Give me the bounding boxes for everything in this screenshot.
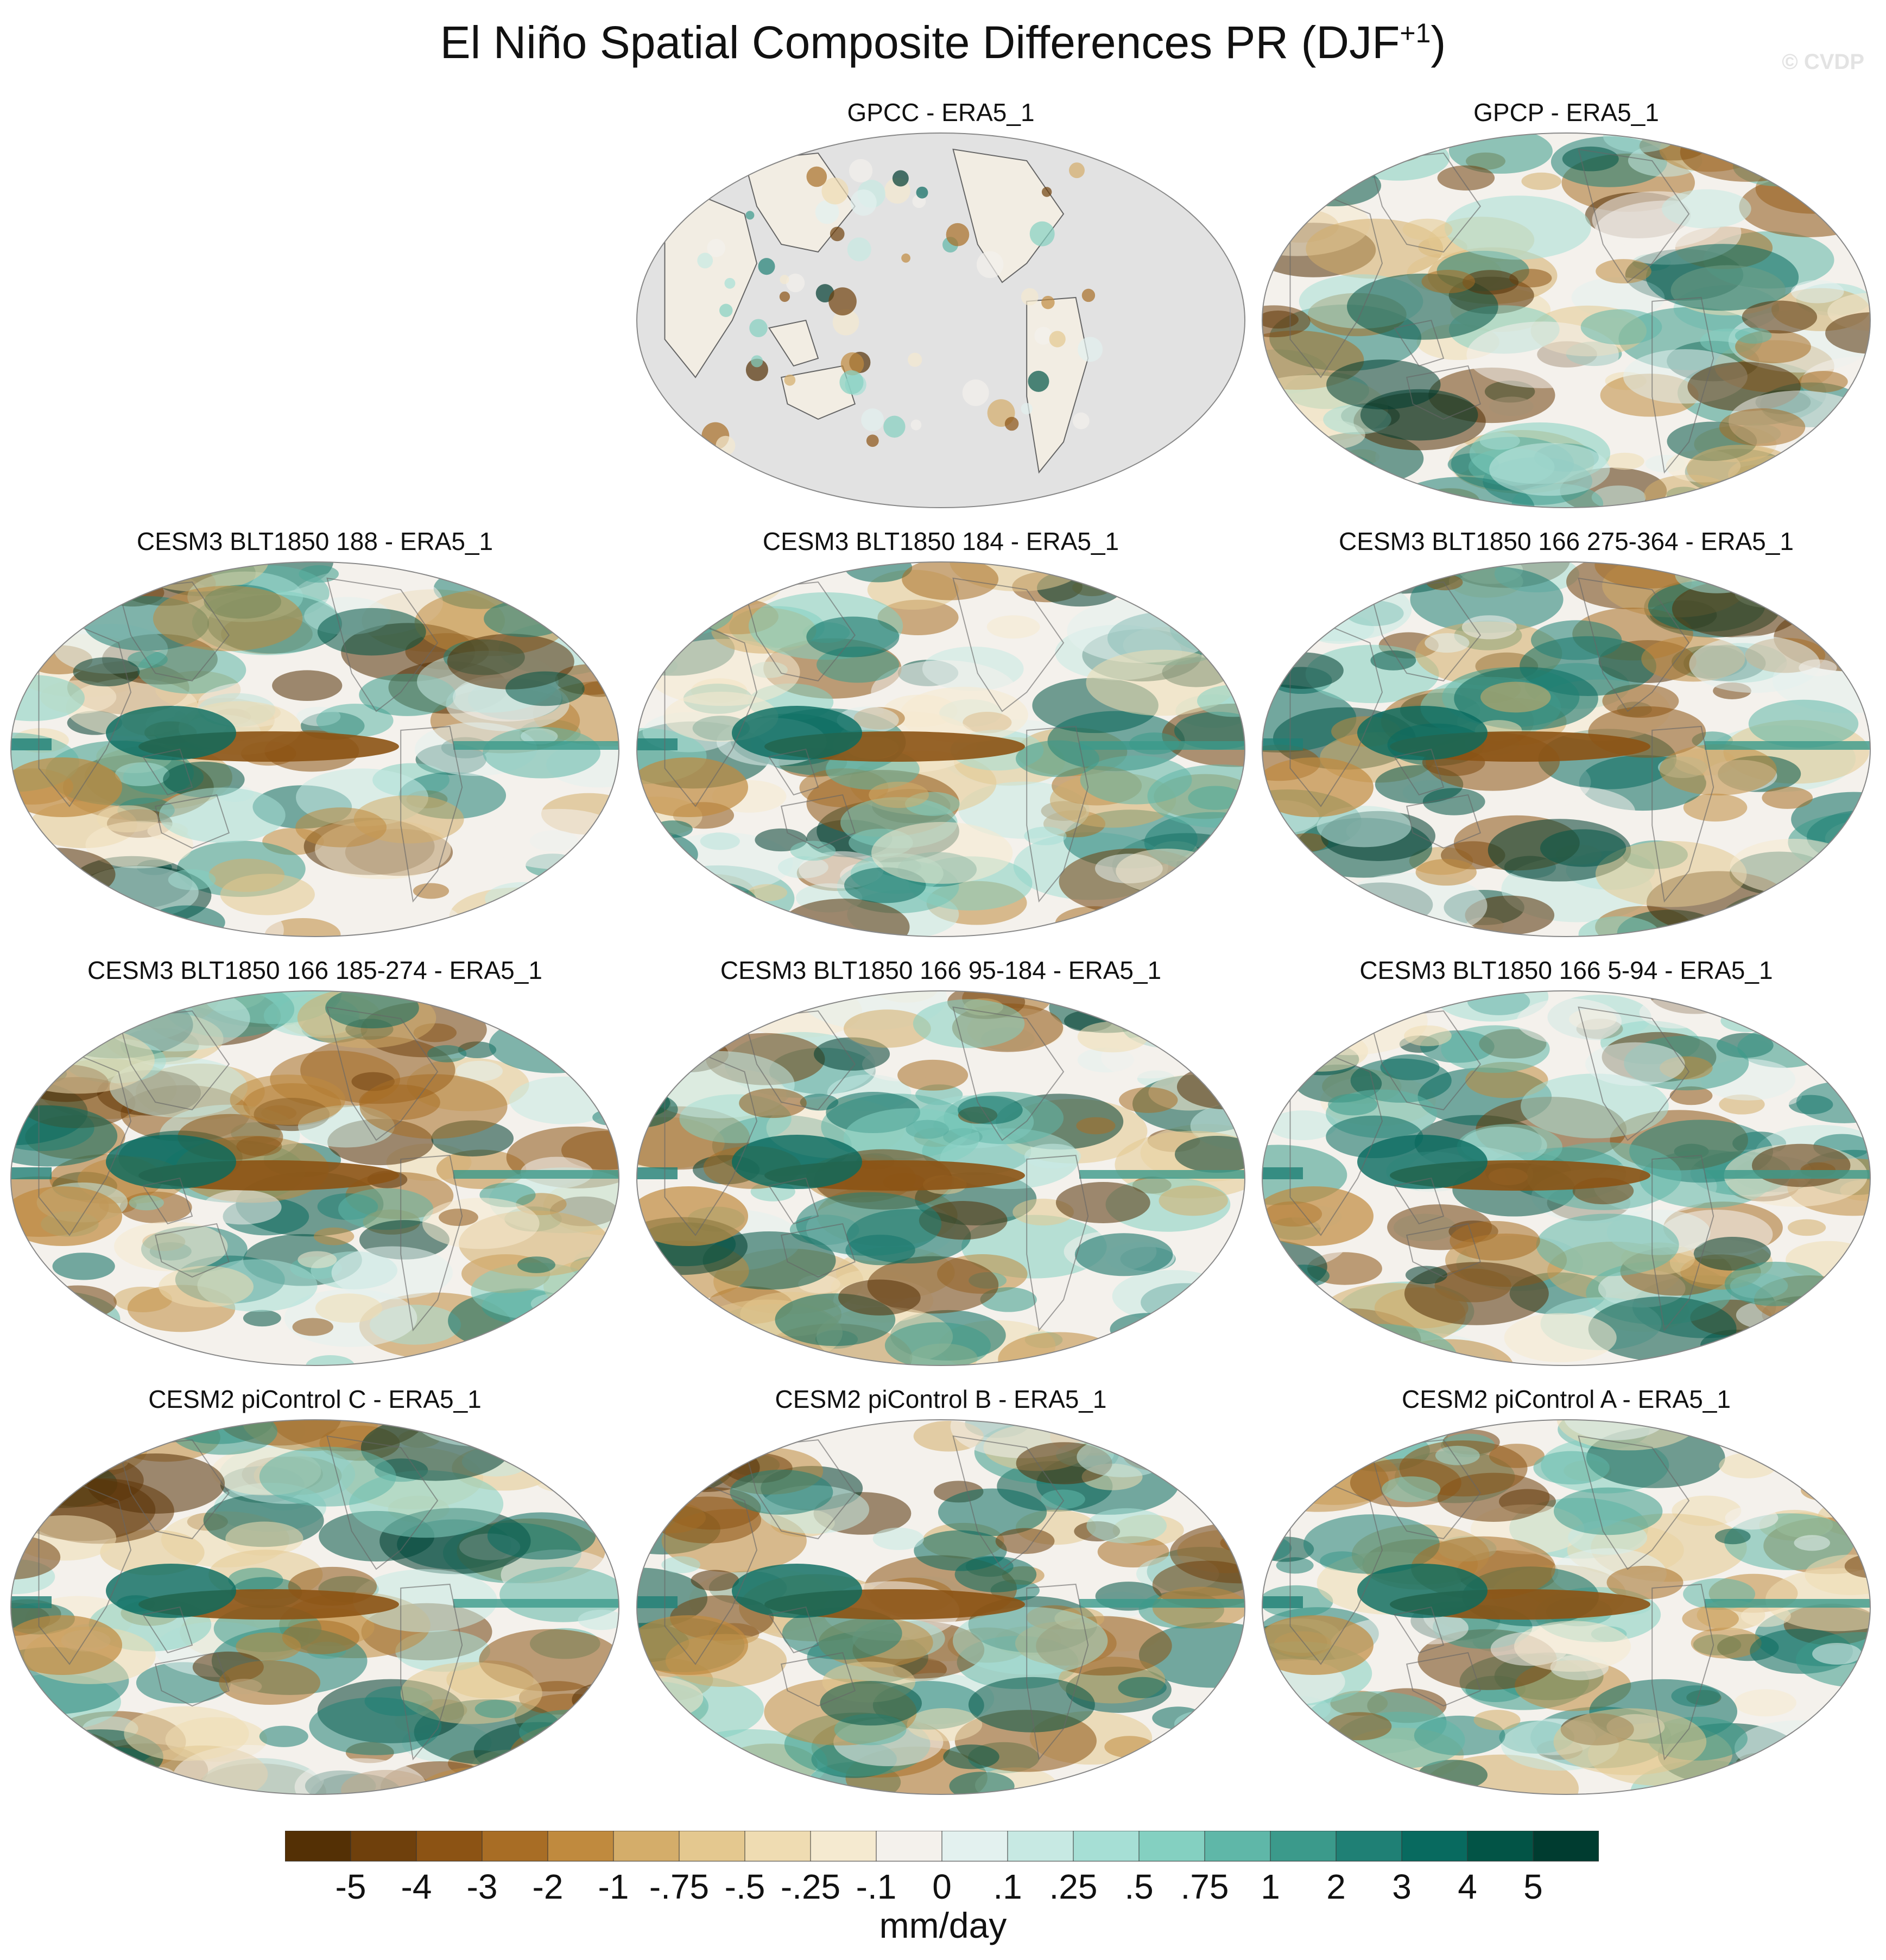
colorbar-swatch xyxy=(416,1831,483,1862)
page-title: El Niño Spatial Composite Differences PR… xyxy=(440,17,1446,68)
map-panel: CESM3 BLT1850 188 - ERA5_1 xyxy=(8,527,622,956)
colorbar-tick-label: -2 xyxy=(532,1867,564,1906)
map-panel: CESM3 BLT1850 166 185-274 - ERA5_1 xyxy=(8,956,622,1384)
colorbar-tick-label: .5 xyxy=(1124,1867,1154,1906)
colorbar-swatch xyxy=(547,1831,614,1862)
colorbar-tick-label: -3 xyxy=(466,1867,498,1906)
map-plot xyxy=(636,132,1245,508)
map-plot xyxy=(636,1419,1245,1795)
colorbar-swatch xyxy=(810,1831,877,1862)
colorbar-tick-label: -1 xyxy=(598,1867,629,1906)
panel-title: CESM3 BLT1850 166 95-184 - ERA5_1 xyxy=(720,956,1162,984)
colorbar-swatch xyxy=(1401,1831,1468,1862)
map-panel: GPCC - ERA5_1 xyxy=(634,98,1248,527)
colorbar-swatch xyxy=(1138,1831,1205,1862)
map-panel: GPCP - ERA5_1 xyxy=(1260,98,1873,527)
panel-title: CESM3 BLT1850 166 185-274 - ERA5_1 xyxy=(87,956,542,984)
colorbar-tick-label: 2 xyxy=(1326,1867,1346,1906)
colorbar-tick-label: -.5 xyxy=(724,1867,765,1906)
colorbar-tick-label: -5 xyxy=(335,1867,366,1906)
colorbar-swatch xyxy=(1270,1831,1337,1862)
panel-title: GPCC - ERA5_1 xyxy=(847,98,1035,127)
map-panel: CESM2 piControl C - ERA5_1 xyxy=(8,1384,622,1813)
colorbar-tick-label: 5 xyxy=(1523,1867,1543,1906)
panel-title: CESM2 piControl B - ERA5_1 xyxy=(775,1385,1107,1413)
colorbar-tick-label: -4 xyxy=(401,1867,432,1906)
colorbar-swatch xyxy=(744,1831,811,1862)
map-panel: CESM3 BLT1850 166 95-184 - ERA5_1 xyxy=(634,956,1248,1384)
panel-title: CESM3 BLT1850 166 275-364 - ERA5_1 xyxy=(1339,527,1794,555)
map-plot xyxy=(1262,1419,1871,1795)
map-plot xyxy=(10,1419,619,1795)
colorbar-swatch xyxy=(679,1831,745,1862)
colorbar-swatch xyxy=(1204,1831,1271,1862)
panel-title: GPCP - ERA5_1 xyxy=(1473,98,1659,127)
colorbar-tick-label: 0 xyxy=(932,1867,952,1906)
colorbar-swatch xyxy=(1336,1831,1402,1862)
panel-title: CESM3 BLT1850 184 - ERA5_1 xyxy=(762,527,1119,555)
colorbar xyxy=(285,1831,1599,1862)
map-plot xyxy=(1262,561,1871,937)
colorbar-swatch xyxy=(1007,1831,1074,1862)
panel-title: CESM2 piControl A - ERA5_1 xyxy=(1402,1385,1731,1413)
panel-title: CESM2 piControl C - ERA5_1 xyxy=(148,1385,482,1413)
colorbar-tick-label: 4 xyxy=(1458,1867,1477,1906)
map-plot xyxy=(1262,132,1871,508)
colorbar-swatch xyxy=(482,1831,548,1862)
panel-title: CESM3 BLT1850 166 5-94 - ERA5_1 xyxy=(1359,956,1773,984)
map-panel: CESM3 BLT1850 184 - ERA5_1 xyxy=(634,527,1248,956)
colorbar-swatch xyxy=(350,1831,417,1862)
colorbar-tick-label: .25 xyxy=(1049,1867,1098,1906)
map-panel: CESM3 BLT1850 166 5-94 - ERA5_1 xyxy=(1260,956,1873,1384)
map-panel: CESM2 piControl A - ERA5_1 xyxy=(1260,1384,1873,1813)
map-plot xyxy=(636,990,1245,1366)
colorbar-tick-label: -.25 xyxy=(780,1867,841,1906)
colorbar-tick-label: 3 xyxy=(1392,1867,1412,1906)
colorbar-swatch xyxy=(285,1831,351,1862)
colorbar-tick-label: .75 xyxy=(1180,1867,1229,1906)
colorbar-swatch xyxy=(1073,1831,1140,1862)
colorbar-swatch xyxy=(1533,1831,1599,1862)
colorbar-units: mm/day xyxy=(879,1905,1007,1945)
panel-title: CESM3 BLT1850 188 - ERA5_1 xyxy=(136,527,493,555)
colorbar-swatch xyxy=(1467,1831,1534,1862)
colorbar-tick-label: -.75 xyxy=(649,1867,710,1906)
map-panel: CESM3 BLT1850 166 275-364 - ERA5_1 xyxy=(1260,527,1873,956)
colorbar-tick-label: -.1 xyxy=(856,1867,897,1906)
map-panel: CESM2 piControl B - ERA5_1 xyxy=(634,1384,1248,1813)
colorbar-swatch xyxy=(613,1831,680,1862)
watermark: © CVDP xyxy=(1782,50,1864,74)
colorbar-swatch xyxy=(876,1831,942,1862)
map-plot xyxy=(636,561,1245,937)
map-plot xyxy=(1262,990,1871,1366)
colorbar-tick-label: .1 xyxy=(993,1867,1022,1906)
map-plot xyxy=(10,990,619,1366)
colorbar-tick-label: 1 xyxy=(1261,1867,1280,1906)
map-plot xyxy=(10,561,619,937)
colorbar-swatch xyxy=(941,1831,1008,1862)
